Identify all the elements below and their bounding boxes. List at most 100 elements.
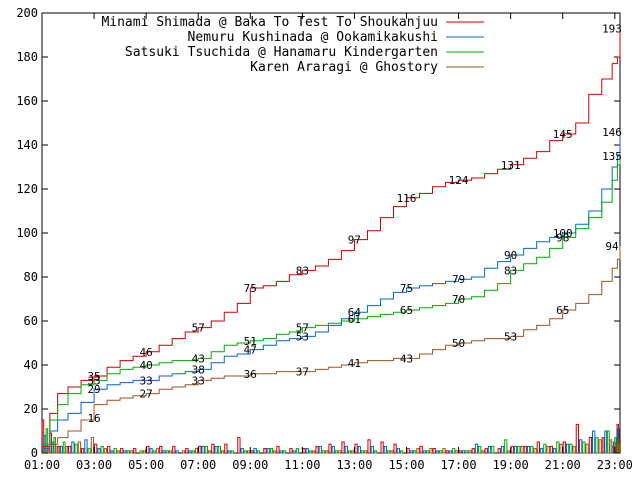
activity-bar <box>465 450 469 454</box>
activity-bar <box>81 448 85 454</box>
activity-bar <box>263 448 267 454</box>
activity-bar <box>168 450 173 454</box>
data-label: 40 <box>140 359 153 372</box>
activity-bar <box>347 450 352 454</box>
legend-entry: Satsuki Tsuchida @ Hanamaru Kindergarten <box>125 45 438 60</box>
data-label: 75 <box>400 282 413 295</box>
activity-bar <box>94 443 98 454</box>
activity-bar <box>110 450 114 454</box>
activity-bar <box>595 437 599 454</box>
activity-bar <box>217 445 222 454</box>
activity-bar <box>113 448 117 454</box>
activity-bar <box>591 430 596 454</box>
activity-bar <box>204 445 208 454</box>
activity-bar <box>448 450 453 454</box>
activity-bar <box>162 450 166 454</box>
activity-bar <box>383 445 387 454</box>
activity-bar <box>315 445 319 454</box>
activity-bar <box>354 443 358 454</box>
activity-bar <box>133 448 137 454</box>
activity-bar <box>77 441 82 454</box>
series-line <box>42 156 621 445</box>
data-label: 79 <box>452 273 465 286</box>
activity-bar <box>572 445 576 454</box>
data-label: 61 <box>348 313 361 326</box>
activity-bar <box>90 437 95 454</box>
activity-bar <box>422 450 427 454</box>
activity-bar <box>582 441 586 454</box>
y-tick-label: 180 <box>16 50 38 64</box>
activity-bar <box>74 443 78 454</box>
activity-bar <box>149 448 153 454</box>
activity-bar <box>273 450 277 454</box>
activity-bar <box>517 445 521 454</box>
activity-bar <box>331 445 335 454</box>
x-tick-label: 07:00 <box>180 458 216 472</box>
activity-bar <box>474 443 479 454</box>
activity-bar <box>240 448 244 454</box>
data-label: 38 <box>192 363 205 376</box>
data-label: 43 <box>400 352 413 365</box>
y-axis: 0 20 40 60 80 100 120 140 160 180 200 <box>16 6 620 460</box>
activity-bar <box>107 445 111 454</box>
activity-bar <box>155 448 160 454</box>
y-tick-label: 160 <box>16 94 38 108</box>
activity-bar <box>175 450 179 454</box>
activity-bar <box>458 450 462 454</box>
activity-bar <box>585 443 589 454</box>
data-label: 145 <box>553 128 573 141</box>
activity-bar <box>370 445 374 454</box>
series-line <box>42 28 621 447</box>
activity-bar <box>45 428 49 454</box>
activity-bar <box>243 450 248 454</box>
activity-bar <box>565 443 570 454</box>
activity-bar <box>62 441 66 454</box>
y-tick-label: 100 <box>16 226 38 240</box>
x-tick-label: 13:00 <box>336 458 372 472</box>
activity-bar <box>543 443 547 454</box>
activity-bar <box>165 450 169 454</box>
activity-bar <box>328 443 332 454</box>
data-label: 146 <box>602 126 622 139</box>
x-tick-label: 01:00 <box>24 458 60 472</box>
activity-bar <box>562 441 566 454</box>
activity-bar <box>120 448 124 454</box>
data-label: 36 <box>244 368 257 381</box>
activity-bar <box>282 450 287 454</box>
activity-bar <box>439 450 443 454</box>
activity-bar <box>71 441 75 454</box>
activity-bar <box>55 445 58 454</box>
activity-bar <box>598 439 602 454</box>
activity-bar <box>269 448 274 454</box>
activity-bar <box>510 445 514 454</box>
activity-bar <box>419 445 423 454</box>
activity-bar <box>461 450 466 454</box>
data-label: 53 <box>504 330 517 343</box>
x-tick-label: 11:00 <box>284 458 320 472</box>
activity-bar <box>305 448 309 454</box>
activity-bar <box>609 439 613 454</box>
activity-bar <box>536 441 540 454</box>
activity-bar <box>409 450 414 454</box>
legend-entry: Nemuru Kushinada @ Ookamikakushi <box>188 30 438 45</box>
x-tick-label: 15:00 <box>388 458 424 472</box>
legend-entry: Minami Shimada @ Baka To Test To Shoukan… <box>101 15 438 30</box>
data-label: 100 <box>553 227 573 240</box>
activity-bar <box>507 450 511 454</box>
activity-bar <box>380 441 384 454</box>
activity-bar <box>364 450 368 454</box>
activity-bar <box>308 450 313 454</box>
activity-bar <box>142 450 147 454</box>
series-line <box>42 246 621 452</box>
activity-bar <box>227 450 231 454</box>
activity-bar <box>276 445 280 454</box>
series-lines <box>42 28 621 452</box>
activity-bar <box>478 445 482 454</box>
x-tick-label: 19:00 <box>493 458 529 472</box>
data-label: 97 <box>348 234 361 247</box>
activity-bar <box>533 448 537 454</box>
activity-bar <box>302 448 306 454</box>
activity-bar <box>549 445 553 454</box>
y-tick-label: 0 <box>31 446 38 460</box>
